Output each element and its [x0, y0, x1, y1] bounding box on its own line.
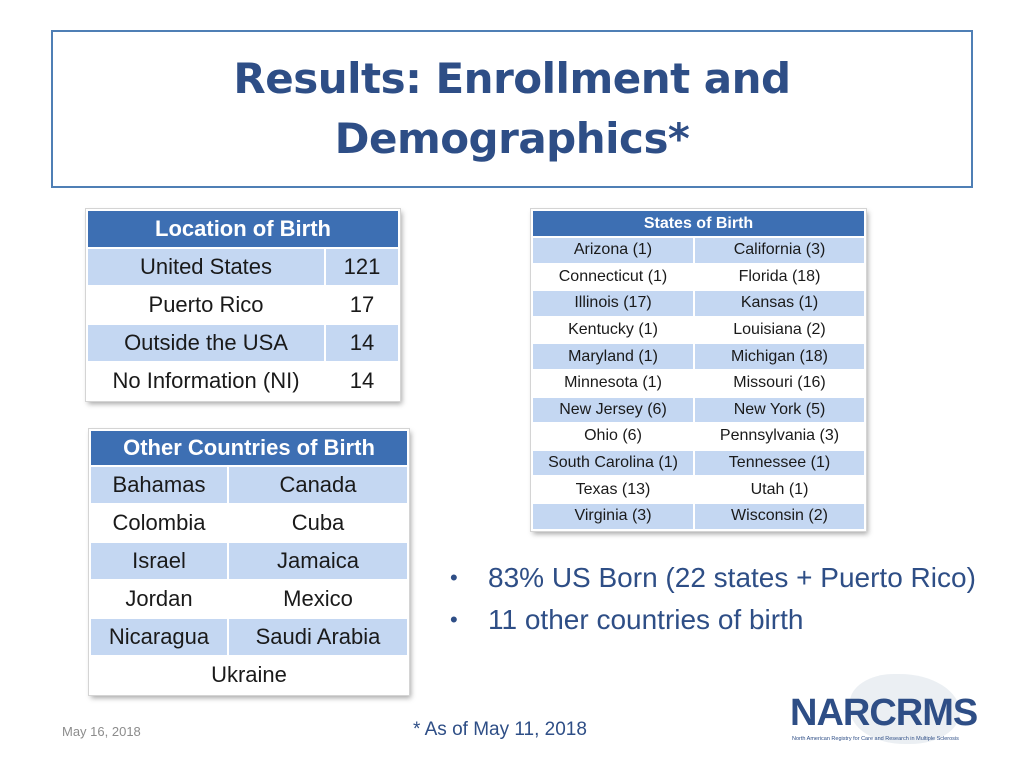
country-cell: Ukraine [89, 655, 409, 695]
location-label: Outside the USA [86, 323, 326, 363]
location-count: 14 [323, 323, 401, 363]
table-row: Puerto Rico 17 [86, 285, 401, 325]
state-cell: Louisiana (2) [693, 315, 866, 345]
country-cell: Mexico [227, 579, 409, 619]
table-row: Jordan Mexico [89, 579, 409, 619]
state-cell: Missouri (16) [693, 368, 866, 398]
state-cell: Pennsylvania (3) [693, 422, 866, 451]
north-america-map-icon [850, 674, 960, 744]
summary-bullets: • 83% US Born (22 states + Puerto Rico) … [450, 558, 1010, 642]
state-cell: Arizona (1) [531, 236, 695, 265]
state-cell: Utah (1) [693, 475, 866, 504]
state-cell: Tennessee (1) [693, 448, 866, 478]
table-row: Connecticut (1) Florida (18) [531, 262, 866, 292]
country-cell: Cuba [227, 503, 409, 543]
table-row: Nicaragua Saudi Arabia [89, 617, 409, 657]
location-count: 17 [323, 285, 401, 325]
state-cell: Michigan (18) [693, 342, 866, 371]
table-row: Kentucky (1) Louisiana (2) [531, 315, 866, 345]
location-of-birth-table: Location of Birth United States 121 Puer… [84, 208, 402, 402]
table-row: Bahamas Canada [89, 465, 409, 505]
state-cell: New Jersey (6) [531, 395, 695, 425]
logo-tagline: North American Registry for Care and Res… [792, 736, 959, 742]
narcrms-logo: NARCRMS North American Registry for Care… [790, 674, 978, 754]
page-title-line-1: Results: Enrollment and [233, 54, 791, 103]
table-row: Ukraine [89, 655, 409, 695]
table-row: Maryland (1) Michigan (18) [531, 342, 866, 371]
state-cell: California (3) [693, 236, 866, 265]
state-cell: New York (5) [693, 395, 866, 425]
table-row: Texas (13) Utah (1) [531, 475, 866, 504]
table-row: Illinois (17) Kansas (1) [531, 289, 866, 318]
country-cell: Nicaragua [89, 617, 229, 657]
location-of-birth-header: Location of Birth [85, 209, 401, 249]
country-cell: Colombia [89, 503, 229, 543]
table-row: Virginia (3) Wisconsin (2) [531, 501, 866, 531]
state-cell: Maryland (1) [531, 342, 695, 371]
footer-note: * As of May 11, 2018 [413, 719, 587, 740]
table-row: Outside the USA 14 [86, 323, 401, 363]
footer-date: May 16, 2018 [62, 724, 141, 739]
table-row: Ohio (6) Pennsylvania (3) [531, 422, 866, 451]
list-item: • 11 other countries of birth [450, 600, 1010, 640]
country-cell: Jordan [89, 579, 229, 619]
bullet-icon: • [450, 607, 458, 632]
state-cell: Wisconsin (2) [693, 501, 866, 531]
title-box: Results: Enrollment and Demographics* [51, 30, 973, 188]
page-title-line-2: Demographics* [334, 114, 690, 163]
table-row: New Jersey (6) New York (5) [531, 395, 866, 425]
state-cell: Ohio (6) [531, 422, 695, 451]
state-cell: Connecticut (1) [531, 262, 695, 292]
bullet-icon: • [450, 565, 458, 590]
state-cell: Kansas (1) [693, 289, 866, 318]
state-cell: Kentucky (1) [531, 315, 695, 345]
list-item: • 83% US Born (22 states + Puerto Rico) [450, 558, 1010, 598]
table-row: Israel Jamaica [89, 541, 409, 581]
logo-wordmark: NARCRMS [790, 692, 978, 734]
state-cell: Florida (18) [693, 262, 866, 292]
state-cell: Virginia (3) [531, 501, 695, 531]
table-row: South Carolina (1) Tennessee (1) [531, 448, 866, 478]
table-row: Arizona (1) California (3) [531, 236, 866, 265]
bullet-text: 11 other countries of birth [488, 604, 804, 635]
location-count: 14 [323, 361, 401, 401]
table-row: No Information (NI) 14 [86, 361, 401, 401]
table-row: Minnesota (1) Missouri (16) [531, 368, 866, 398]
country-cell: Jamaica [227, 541, 409, 581]
other-countries-table: Other Countries of Birth Bahamas Canada … [88, 428, 410, 696]
location-count: 121 [323, 247, 401, 287]
table-row: United States 121 [86, 247, 401, 287]
location-label: United States [86, 247, 326, 287]
country-cell: Saudi Arabia [227, 617, 409, 657]
location-label: No Information (NI) [86, 361, 326, 401]
states-of-birth-table: States of Birth Arizona (1) California (… [530, 208, 867, 532]
state-cell: Illinois (17) [531, 289, 695, 318]
country-cell: Bahamas [89, 465, 229, 505]
table-row: Colombia Cuba [89, 503, 409, 543]
other-countries-header: Other Countries of Birth [89, 429, 409, 467]
state-cell: Minnesota (1) [531, 368, 695, 398]
bullet-text: 83% US Born (22 states + Puerto Rico) [488, 562, 976, 593]
states-of-birth-header: States of Birth [531, 209, 866, 238]
location-label: Puerto Rico [86, 285, 326, 325]
state-cell: South Carolina (1) [531, 448, 695, 478]
country-cell: Israel [89, 541, 229, 581]
country-cell: Canada [227, 465, 409, 505]
state-cell: Texas (13) [531, 475, 695, 504]
